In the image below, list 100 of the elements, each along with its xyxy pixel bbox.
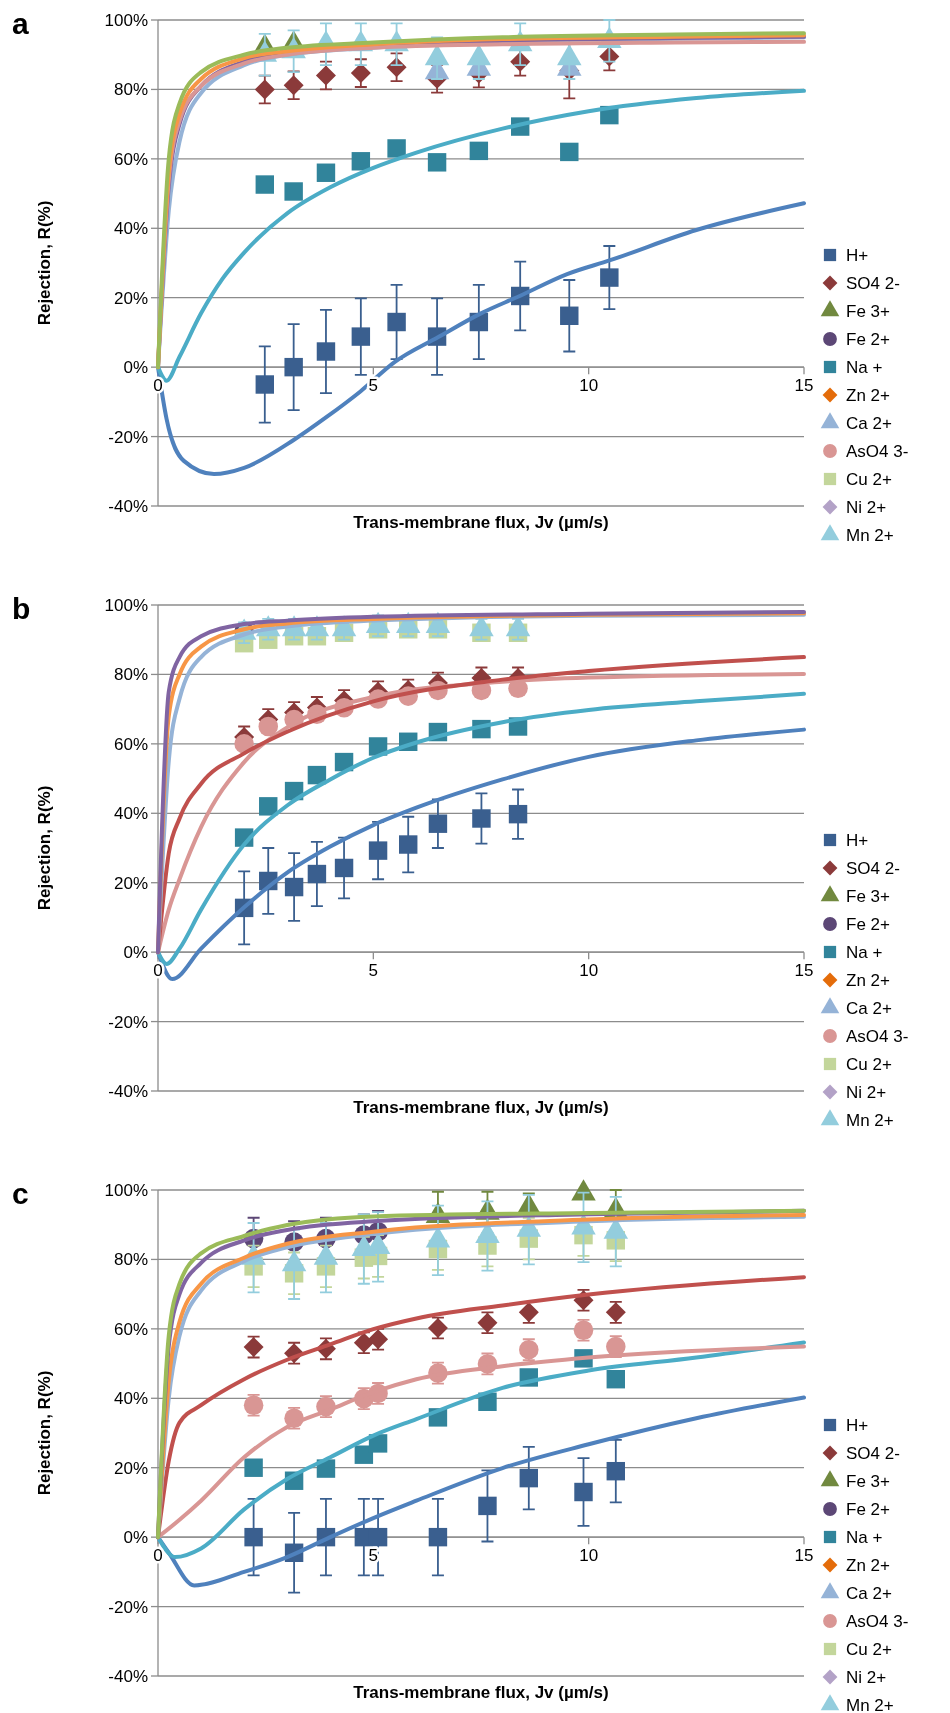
legend-label: Cu 2+ <box>846 1054 892 1074</box>
legend-label: AsO4 3- <box>846 1611 909 1631</box>
legend-label: Na + <box>846 942 883 962</box>
legend-label: Zn 2+ <box>846 970 891 990</box>
point <box>560 306 579 325</box>
legend-label: Fe 3+ <box>846 301 891 321</box>
point <box>351 327 371 346</box>
point <box>472 809 491 828</box>
x-tick-label: 5 <box>368 961 379 981</box>
x-tick-label: 15 <box>794 376 814 396</box>
legend-label: Mn 2+ <box>846 1695 894 1713</box>
y-tick-label: 100% <box>104 10 148 30</box>
legend-label: Fe 3+ <box>846 886 891 906</box>
point <box>316 342 336 361</box>
legend-label: AsO4 3- <box>846 1026 909 1046</box>
y-tick-label: 80% <box>113 1250 148 1270</box>
x-tick-label: 0 <box>153 376 163 396</box>
legend-label: SO4 2- <box>846 858 900 878</box>
x-axis-title: Trans-membrane flux, Jv (µm/s) <box>353 1098 609 1117</box>
point <box>244 1527 263 1547</box>
chart-title: a <box>12 7 29 40</box>
point <box>427 1317 448 1338</box>
point <box>254 79 275 100</box>
x-tick-label: 0 <box>153 1546 163 1566</box>
point <box>600 268 619 287</box>
point <box>334 858 354 878</box>
legend-label: Ca 2+ <box>846 1583 892 1603</box>
y-tick-label: 40% <box>113 219 148 239</box>
x-axis-title: Trans-membrane flux, Jv (µm/s) <box>353 1683 609 1702</box>
point <box>354 1445 374 1464</box>
y-tick-label: 20% <box>113 288 148 308</box>
x-axis-title: Trans-membrane flux, Jv (µm/s) <box>353 513 609 532</box>
point <box>387 312 406 332</box>
legend-label: Fe 3+ <box>846 1471 891 1491</box>
y-tick-label: -20% <box>108 1012 148 1032</box>
y-tick-label: 20% <box>113 873 148 893</box>
point <box>428 814 448 833</box>
y-tick-label: 80% <box>113 665 148 685</box>
legend-label: Zn 2+ <box>846 1555 891 1575</box>
legend-label: H+ <box>846 1415 869 1435</box>
y-tick-label: 20% <box>113 1458 148 1478</box>
point <box>478 1496 497 1516</box>
legend-label: H+ <box>846 830 869 850</box>
point <box>258 716 279 737</box>
y-tick-label: 100% <box>104 1180 148 1200</box>
y-tick-label: -20% <box>108 427 148 447</box>
point <box>307 765 327 785</box>
point <box>244 1458 263 1477</box>
point <box>259 797 278 816</box>
legend-label: Ca 2+ <box>846 998 892 1018</box>
legend-label: AsO4 3- <box>846 441 909 461</box>
y-tick-label: -40% <box>108 1666 148 1686</box>
x-tick-label: 5 <box>368 376 379 396</box>
point <box>427 153 447 172</box>
point <box>519 1468 539 1488</box>
legend-label: Cu 2+ <box>846 1639 892 1659</box>
legend-label: Ca 2+ <box>846 413 892 433</box>
y-tick-label: -40% <box>108 1081 148 1101</box>
point <box>255 375 275 394</box>
point <box>508 804 528 824</box>
y-tick-label: 0% <box>123 358 148 378</box>
y-tick-label: 40% <box>113 804 148 824</box>
legend-label: Fe 2+ <box>846 1499 891 1519</box>
legend-label: Fe 2+ <box>846 329 891 349</box>
y-tick-label: 60% <box>113 734 148 754</box>
y-tick-label: 40% <box>113 1389 148 1409</box>
point <box>255 175 275 194</box>
legend-label: Ni 2+ <box>846 1667 887 1687</box>
point <box>368 841 388 860</box>
chart-title: b <box>12 592 31 625</box>
point <box>351 152 371 171</box>
point <box>284 877 304 897</box>
legend-label: Ni 2+ <box>846 1082 887 1102</box>
point <box>307 864 327 884</box>
legend-label: Cu 2+ <box>846 469 892 489</box>
y-axis-title: Rejection, R(%) <box>35 200 54 326</box>
y-tick-label: 80% <box>113 80 148 100</box>
point <box>284 357 303 377</box>
point <box>350 63 371 84</box>
legend-label: Mn 2+ <box>846 525 894 545</box>
x-tick-label: 10 <box>579 1546 599 1566</box>
legend-label: SO4 2- <box>846 1443 900 1463</box>
legend-label: Mn 2+ <box>846 1110 894 1130</box>
point <box>606 1369 626 1389</box>
legend-label: Fe 2+ <box>846 914 891 934</box>
x-tick-label: 15 <box>794 961 814 981</box>
point <box>315 65 336 86</box>
point <box>283 75 304 96</box>
y-tick-label: -20% <box>108 1597 148 1617</box>
y-tick-label: 0% <box>123 943 148 963</box>
point <box>399 835 418 854</box>
point <box>368 1527 388 1547</box>
point <box>557 44 582 66</box>
y-axis-title: Rejection, R(%) <box>35 1370 54 1496</box>
y-tick-label: 0% <box>123 1528 148 1548</box>
x-tick-label: 10 <box>579 961 599 981</box>
legend-label: Ni 2+ <box>846 497 887 517</box>
y-axis-title: Rejection, R(%) <box>35 785 54 911</box>
legend-label: Na + <box>846 1527 883 1547</box>
x-tick-label: 10 <box>579 376 599 396</box>
